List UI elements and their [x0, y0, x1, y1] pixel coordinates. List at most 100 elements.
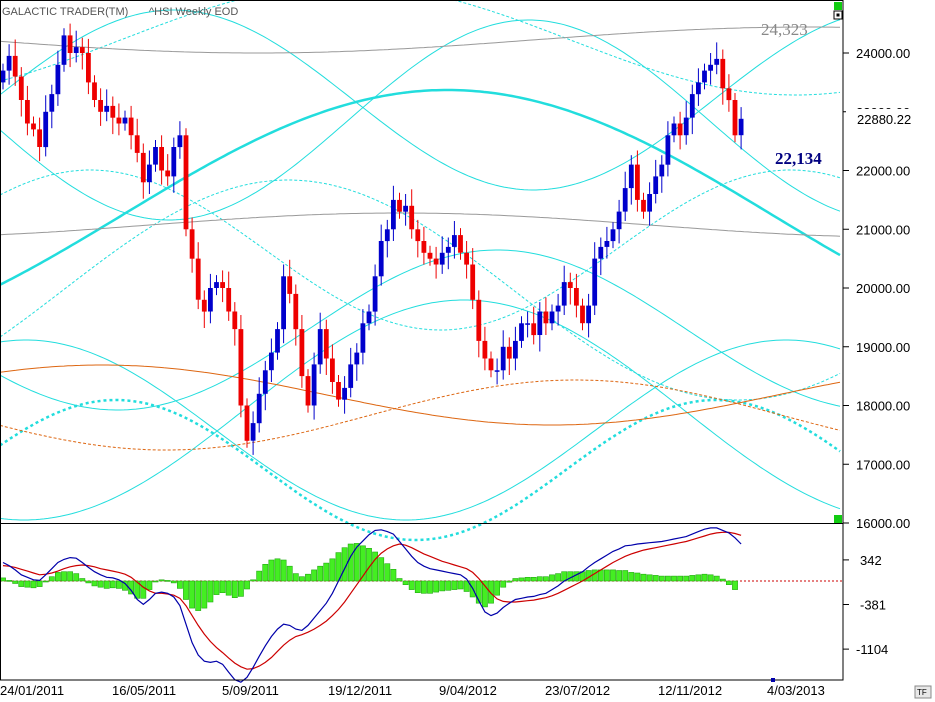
candle-body: [232, 311, 238, 330]
candle-body: [635, 164, 640, 200]
histogram-bar: [524, 576, 531, 582]
candle-body: [201, 299, 207, 312]
macd-histogram: [0, 543, 843, 611]
macd-lines: [2, 527, 742, 683]
candle-body: [250, 423, 256, 441]
candle-body: [104, 105, 110, 112]
candle-body: [421, 241, 427, 253]
histogram-bar: [695, 574, 702, 582]
oscillator-tick-label: -1104: [856, 642, 888, 657]
candle-body: [500, 346, 506, 371]
histogram-bar: [292, 573, 299, 582]
histogram-bar: [30, 580, 37, 589]
histogram-bar: [12, 580, 19, 584]
histogram-bar: [475, 580, 482, 604]
histogram-bar: [170, 580, 177, 584]
candle-body: [452, 235, 457, 247]
candle-body: [214, 282, 219, 288]
candle-body: [470, 264, 476, 300]
timeframe-button[interactable]: [914, 685, 932, 699]
histogram-bar: [219, 580, 226, 593]
price-tick-label: 21000.00: [856, 222, 910, 237]
price-tick-label: 20000.00: [856, 281, 910, 296]
app-title: GALACTIC TRADER(TM): [2, 6, 128, 18]
histogram-bar: [555, 573, 561, 582]
histogram-bar: [268, 559, 275, 582]
histogram-bar: [628, 572, 635, 582]
candle-body: [98, 100, 103, 112]
histogram-bar: [201, 580, 208, 609]
histogram-bar: [640, 573, 647, 582]
histogram-bar: [54, 572, 61, 582]
blue-marker: [771, 678, 775, 682]
cycle-wave-upper-b: [0, 19, 841, 221]
histogram-bar: [164, 580, 171, 582]
candle-body: [372, 276, 378, 312]
candle-body: [641, 199, 646, 212]
cycle-wave-mid-a: [0, 249, 841, 411]
histogram-bar: [36, 580, 43, 587]
candle-body: [366, 311, 372, 324]
candle-body: [244, 405, 250, 441]
candle-body: [506, 346, 512, 359]
candle-body: [92, 82, 97, 100]
price-tick-label: 22000.00: [856, 164, 910, 179]
candle-body: [610, 229, 616, 242]
histogram-bar: [359, 545, 366, 582]
macd-line: [2, 527, 742, 683]
candle-body: [79, 47, 85, 53]
histogram-bar: [725, 580, 732, 586]
date-axis: 24/01/2011 16/05/2011 5/09/2011 19/12/2011 9…: [0, 683, 825, 698]
candle-body: [726, 88, 732, 101]
histogram-bar: [591, 569, 598, 582]
histogram-bar: [408, 580, 415, 590]
histogram-bar: [707, 574, 714, 582]
candle-body: [653, 176, 659, 194]
histogram-bar: [396, 578, 403, 582]
histogram-bar: [6, 580, 12, 582]
histogram-bar: [195, 580, 202, 611]
candle-body: [409, 205, 415, 230]
candle-body: [519, 323, 524, 341]
histogram-bar: [494, 580, 500, 596]
histogram-bar: [530, 576, 537, 582]
candle-body: [488, 358, 494, 371]
histogram-bar: [116, 580, 122, 589]
candle-body: [12, 55, 18, 77]
histogram-bar: [439, 580, 446, 592]
candle-body: [574, 288, 579, 306]
candle-body: [49, 94, 55, 112]
candle-body: [561, 282, 567, 306]
candle-body: [25, 100, 30, 124]
cycle-wave-mid-b: [0, 179, 841, 401]
green-marker-bottom: [834, 515, 842, 523]
cycle-wave-low-a: [0, 339, 841, 521]
histogram-bar: [433, 580, 439, 593]
candle-body: [628, 164, 634, 189]
histogram-bar: [616, 570, 622, 582]
histogram-bar: [549, 574, 555, 582]
histogram-bar: [347, 543, 354, 582]
price-candles: [0, 23, 744, 455]
histogram-bar: [719, 578, 726, 582]
histogram-bar: [689, 575, 696, 582]
price-tick-label: 18000.00: [856, 399, 910, 414]
candle-body: [433, 258, 439, 265]
candle-body: [445, 246, 451, 253]
candle-body: [702, 70, 707, 83]
cycle-orange-solid: [0, 364, 841, 426]
histogram-bar: [500, 580, 507, 588]
candle-body: [238, 329, 244, 406]
histogram-bar: [481, 580, 488, 608]
histogram-bar: [603, 569, 610, 582]
candle-body: [531, 323, 537, 336]
price-tick-label: 16000.00: [856, 516, 910, 531]
candle-body: [354, 352, 360, 365]
histogram-bar: [402, 580, 409, 586]
candle-body: [189, 229, 195, 259]
candle-body: [86, 53, 91, 83]
candle-body: [336, 382, 341, 400]
candle-body: [415, 229, 421, 242]
candle-body: [177, 135, 183, 148]
candle-body: [378, 241, 384, 277]
